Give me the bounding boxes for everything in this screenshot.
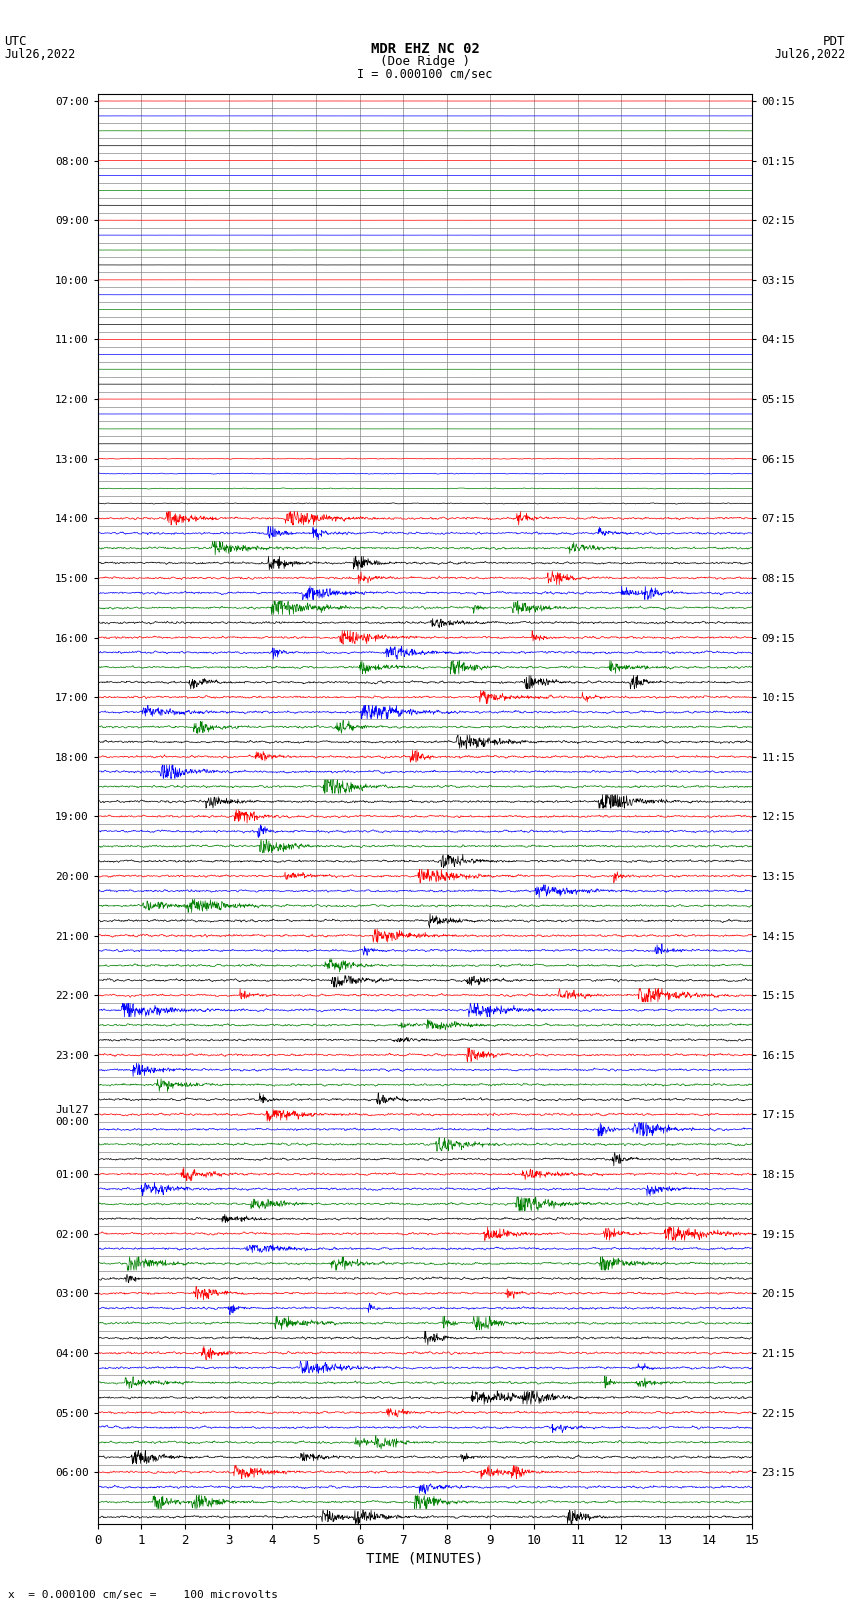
Text: I = 0.000100 cm/sec: I = 0.000100 cm/sec [357, 68, 493, 81]
Text: MDR EHZ NC 02: MDR EHZ NC 02 [371, 42, 479, 56]
Text: Jul26,2022: Jul26,2022 [4, 48, 76, 61]
Text: Jul26,2022: Jul26,2022 [774, 48, 846, 61]
Text: (Doe Ridge ): (Doe Ridge ) [380, 55, 470, 68]
Text: x  = 0.000100 cm/sec =    100 microvolts: x = 0.000100 cm/sec = 100 microvolts [8, 1590, 279, 1600]
Text: UTC: UTC [4, 35, 26, 48]
X-axis label: TIME (MINUTES): TIME (MINUTES) [366, 1552, 484, 1565]
Text: PDT: PDT [824, 35, 846, 48]
